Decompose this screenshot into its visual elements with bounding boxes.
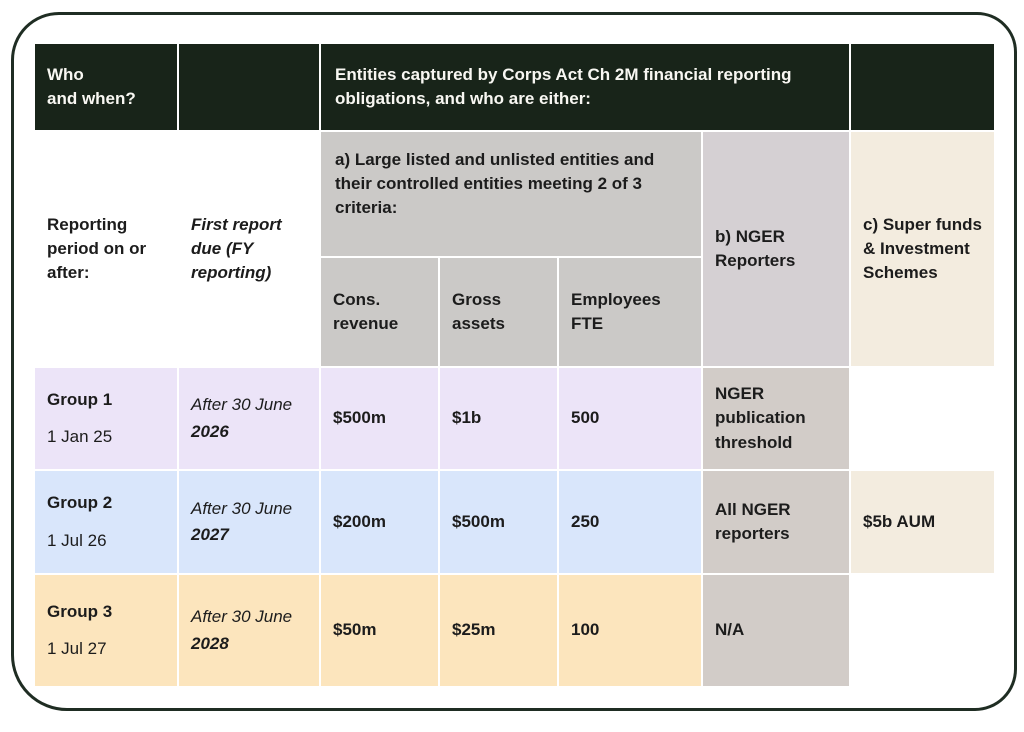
col-header-super-funds: c) Super funds & Investment Schemes: [851, 132, 994, 366]
group1-due-year: 2026: [191, 421, 229, 441]
table-row-group-2: Group 2 1 Jul 26 After 30 June 2027 $200…: [35, 471, 994, 573]
group3-gross-assets: $25m: [440, 575, 557, 686]
group1-gross-assets: $1b: [440, 368, 557, 469]
group1-nger-cell: NGER publication threshold: [703, 368, 849, 469]
group3-cons-revenue: $50m: [321, 575, 438, 686]
table-row-group-3: Group 3 1 Jul 27 After 30 June 2028 $50m…: [35, 575, 994, 686]
col-header-reporting-period: Reporting period on or after:: [35, 132, 177, 366]
group2-label-cell: Group 2 1 Jul 26: [35, 471, 177, 573]
group3-due-prefix: After 30 June: [191, 607, 293, 627]
header-empty-cell-right: [851, 44, 994, 130]
header-empty-cell: [179, 44, 319, 130]
group2-gross-assets: $500m: [440, 471, 557, 573]
group2-start-date: 1 Jul 26: [47, 530, 107, 550]
group2-cons-revenue: $200m: [321, 471, 438, 573]
col-header-nger-reporters: b) NGER Reporters: [703, 132, 849, 366]
group1-first-report-cell: After 30 June 2026: [179, 368, 319, 469]
group3-nger-cell: N/A: [703, 575, 849, 686]
group3-name: Group 3: [47, 601, 113, 621]
group2-nger-cell: All NGER reporters: [703, 471, 849, 573]
rounded-frame-border: [11, 12, 1017, 711]
group3-label-cell: Group 3 1 Jul 27: [35, 575, 177, 686]
header-who-and-when: Who and when?: [35, 44, 177, 130]
group1-due-prefix: After 30 June: [191, 395, 293, 415]
table-row-group-1: Group 1 1 Jan 25 After 30 June 2026 $500…: [35, 368, 994, 469]
col-header-criteria-a: a) Large listed and unlisted entities an…: [321, 132, 701, 256]
col-header-employees-fte: Employees FTE: [559, 258, 701, 366]
group2-employees-fte: 250: [559, 471, 701, 573]
group1-label-cell: Group 1 1 Jan 25: [35, 368, 177, 469]
group3-due-year: 2028: [191, 633, 229, 653]
col-header-gross-assets: Gross assets: [440, 258, 557, 366]
col-header-first-report-due: First report due (FY reporting): [179, 132, 319, 366]
group3-employees-fte: 100: [559, 575, 701, 686]
group2-first-report-cell: After 30 June 2027: [179, 471, 319, 573]
group3-super-funds-cell: [851, 575, 994, 686]
col-header-cons-revenue: Cons. revenue: [321, 258, 438, 366]
group1-employees-fte: 500: [559, 368, 701, 469]
group1-name: Group 1: [47, 389, 113, 409]
group3-first-report-cell: After 30 June 2028: [179, 575, 319, 686]
reporting-obligations-table: Who and when? Entities captured by Corps…: [33, 42, 996, 688]
group1-cons-revenue: $500m: [321, 368, 438, 469]
group1-start-date: 1 Jan 25: [47, 427, 113, 446]
group2-due-prefix: After 30 June: [191, 498, 293, 518]
group3-start-date: 1 Jul 27: [47, 639, 107, 658]
group2-due-year: 2027: [191, 525, 229, 544]
group2-name: Group 2: [47, 493, 113, 513]
group2-super-funds-cell: $5b AUM: [851, 471, 994, 573]
group1-super-funds-cell: [851, 368, 994, 469]
header-entities-captured: Entities captured by Corps Act Ch 2M fin…: [321, 44, 849, 130]
